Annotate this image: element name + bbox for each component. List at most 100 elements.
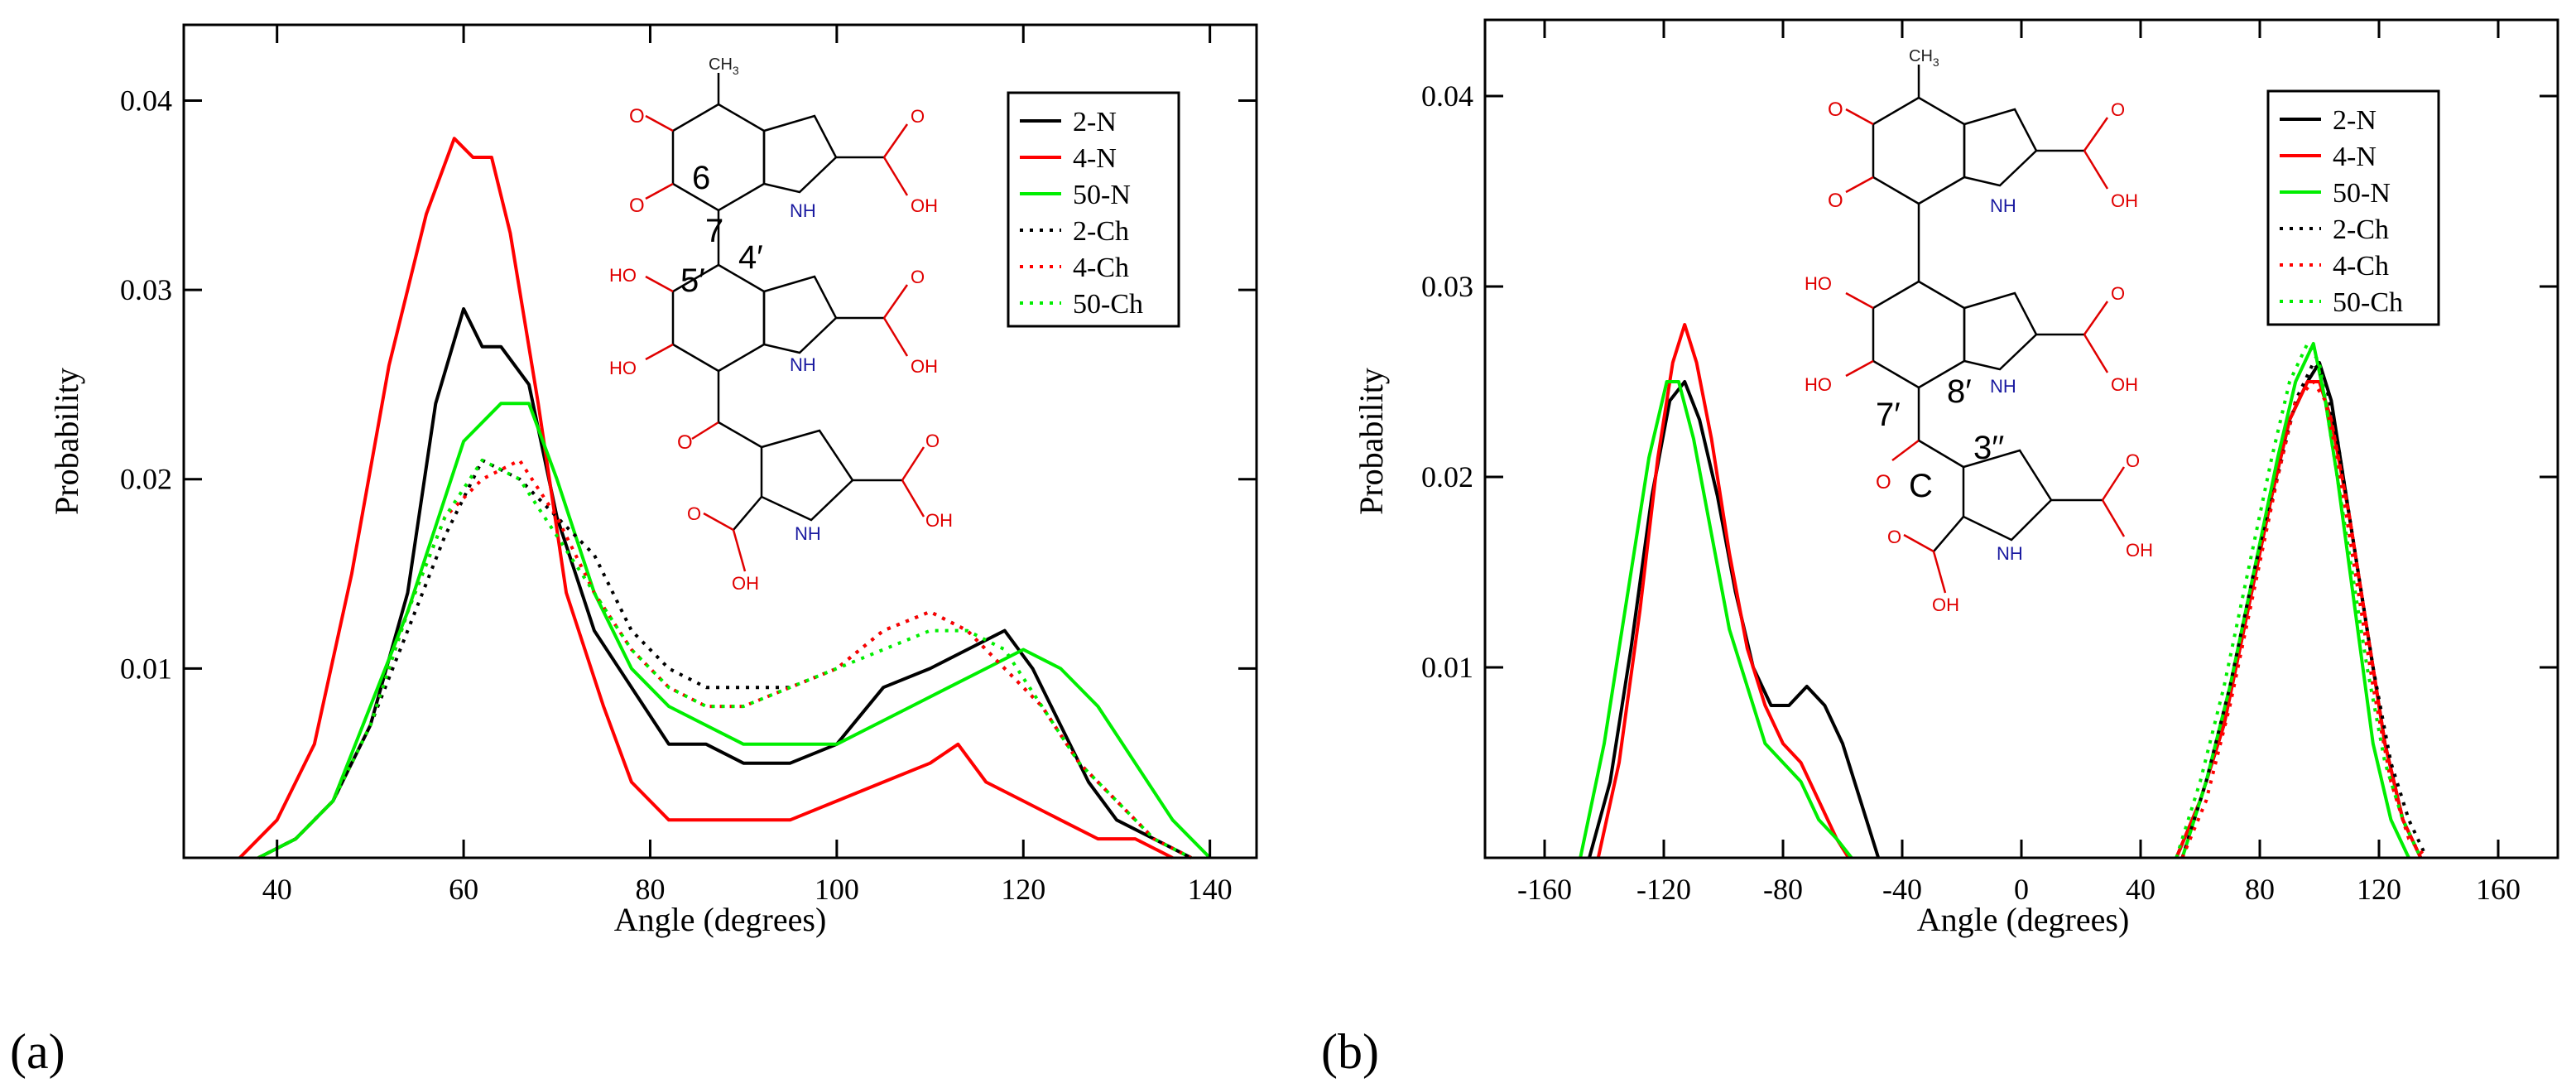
molecule-a-bond [882,123,909,158]
panel-a-series-50-ch [257,458,1193,859]
panel-a: 40 60 80 100 120 140 0.01 0.02 0.03 0.04 Angle (d… [10,23,1258,1079]
panel-b-xtick-label: 80 [2245,873,2275,906]
molecule-b-oh: OH [2126,540,2153,561]
panel-b-ytick-label: 0.03 [1421,270,1473,303]
molecule-a-oh: OH [732,573,759,594]
panel-b-ytick-label: 0.02 [1421,460,1473,493]
panel-a-legend: 2-N 4-N 50-N 2-Ch 4-Ch 50-Ch [1007,91,1180,328]
molecule-a-pyrrole-3 [760,429,854,522]
panel-a-series-4-n [238,137,1174,859]
molecule-b-pyrrole-1 [1963,108,2038,187]
panel-a-series-4-ch [257,458,1193,859]
molecule-a-bond [645,275,674,293]
molecule-b-label-8prime: 8′ [1947,373,1972,410]
panel-b-series-4-ch [2180,380,2429,859]
molecule-b-bond [2083,334,2109,373]
molecule-b-oxygen: O [1828,99,1843,121]
molecule-a-bond [691,421,719,440]
panel-a-legend-label: 50-N [1073,180,1131,210]
molecule-a-bond [703,512,734,532]
panel-a-xtick-label: 60 [449,873,478,906]
panel-a-axes: 40 60 80 100 120 140 0.01 0.02 0.03 0.04 [120,25,1257,906]
molecule-b-ch3: CH3 [1909,47,1939,69]
molecule-a-oxygen: O [911,106,925,127]
panel-b-legend-label: 2-Ch [2333,214,2389,245]
molecule-a-ho: HO [609,265,637,286]
molecule-b-oxygen: O [2126,450,2140,471]
molecule-a-label-4prime: 4′ [738,239,763,276]
panel-a-legend-label: 2-Ch [1073,216,1129,247]
molecule-a-nh: NH [795,523,821,544]
panel-a-molecule-structure: CH3 O O NH O OH HO HO NH O OH O NH O OH … [609,55,953,594]
molecule-b-ho: HO [1805,273,1832,294]
panel-b-xtick-label: -160 [1517,873,1572,906]
molecule-a-oxygen: O [677,431,693,454]
molecule-a-label-6: 6 [692,160,710,196]
molecule-b-bond [2083,150,2109,190]
molecule-b-bond [2083,117,2109,152]
molecule-a-nh: NH [790,200,816,221]
molecule-a-oxygen: O [629,105,645,128]
molecule-b-bond [1891,440,1920,461]
molecule-a-oxygen: O [687,503,701,524]
panel-a-molecule-bonds [645,73,925,572]
panel-a-legend-label: 4-N [1073,143,1117,174]
panel-b-legend-box [2266,89,2440,326]
panel-b-series-50-n [2180,342,2410,859]
panel-b-legend-label: 50-Ch [2333,287,2403,318]
panel-b-xtick-label: 40 [2126,873,2155,906]
panel-b-legend-label: 2-N [2333,105,2377,136]
panel-a-label: (a) [10,1024,65,1079]
panel-b-xtick-label: 120 [2357,873,2401,906]
panel-a-legend-label: 2-N [1073,107,1117,137]
molecule-a-label-7: 7 [705,213,723,249]
molecule-a-bond [645,343,674,361]
molecule-a-bond [882,156,909,196]
panel-b-xtick-label: -80 [1763,873,1803,906]
panel-b-series-50-n [1579,380,1853,859]
panel-b-legend-label: 4-Ch [2333,251,2389,282]
molecule-b-ho: HO [1805,374,1832,395]
molecule-b-bond [1845,176,1874,194]
molecule-b-nh: NH [1997,543,2023,564]
molecule-a-oxygen: O [629,195,645,217]
panel-b-xtick-label: -40 [1882,873,1922,906]
molecule-a-bond [733,496,762,531]
molecule-b-bond [1932,551,1947,594]
molecule-b-bond [1903,533,1934,553]
molecule-a-bond [882,284,909,319]
panel-b: -160 -120 -80 -40 0 40 80 120 160 0.01 0.02 0.03 0.0… [1321,18,2559,1079]
molecule-b-nh: NH [1990,195,2016,216]
molecule-a-ring-1 [671,103,766,212]
panel-b-xtick-label: 0 [2014,873,2029,906]
panel-b-series-2-n [1588,380,1881,859]
molecule-b-nh: NH [1990,376,2016,397]
panel-a-ylabel: Probability [48,368,85,515]
panel-a-ytick-label: 0.04 [120,84,172,117]
panel-b-legend: 2-N 4-N 50-N 2-Ch 4-Ch 50-Ch [2266,89,2440,326]
panel-b-legend-label: 4-N [2333,142,2377,172]
panel-b-xtick-label: 160 [2476,873,2521,906]
panel-a-ytick-label: 0.02 [120,463,172,496]
panel-a-xtick-label: 80 [635,873,665,906]
molecule-a-bond [718,421,762,449]
molecule-b-bond [1933,516,1964,552]
molecule-a-oh: OH [911,356,938,377]
molecule-a-oh: OH [925,510,953,531]
panel-b-series-2-ch [2180,361,2429,859]
molecule-b-pyrrole-3 [1962,449,2053,542]
panel-b-label: (b) [1321,1024,1379,1079]
panel-a-xtick-label: 120 [1001,873,1045,906]
panel-b-ylabel: Probability [1353,368,1390,515]
panel-b-series-group [1579,323,2429,859]
panel-b-ytick-label: 0.01 [1421,651,1473,684]
panel-a-legend-label: 4-Ch [1073,253,1129,283]
molecule-b-oxygen: O [1887,527,1901,547]
molecule-a-oxygen: O [925,431,940,451]
molecule-b-label-c: C [1909,468,1933,504]
panel-b-molecule-bonds [1845,65,2126,594]
molecule-a-ch3: CH3 [709,55,739,77]
panel-b-xlabel: Angle (degrees) [1917,901,2130,938]
molecule-b-pyrrole-2 [1963,291,2038,371]
molecule-a-bond [645,114,674,132]
